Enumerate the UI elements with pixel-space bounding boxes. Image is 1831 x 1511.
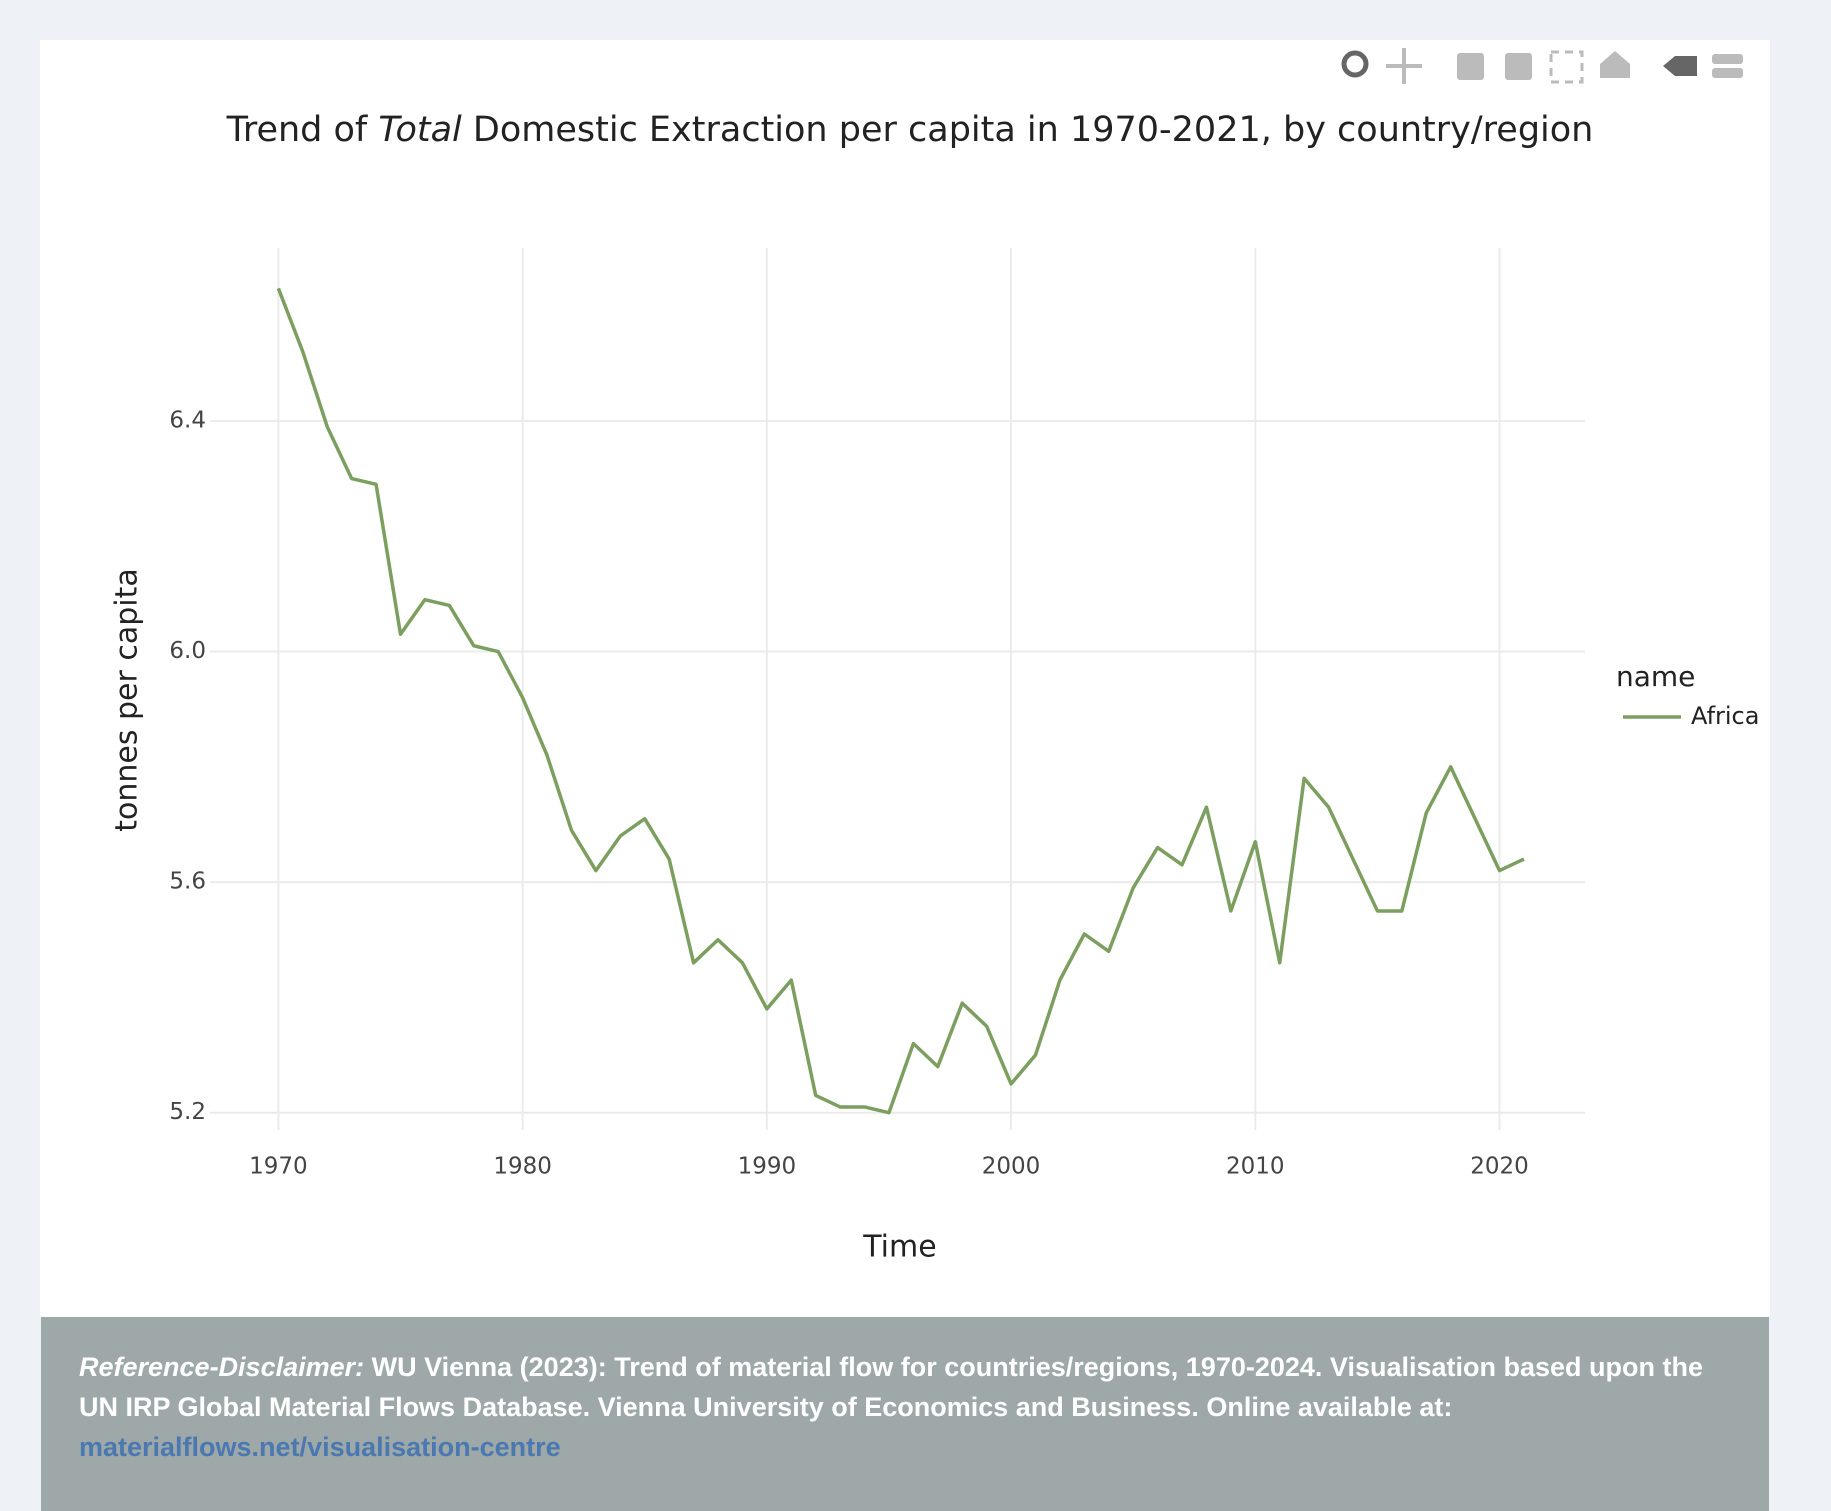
x-tick-label: 2010 — [1226, 1154, 1285, 1180]
y-axis-title: tonnes per capita — [110, 568, 145, 832]
zoom-in-button[interactable] — [1457, 53, 1484, 80]
autoscale-button[interactable] — [1549, 50, 1584, 84]
pan-button[interactable] — [1386, 48, 1422, 84]
footer-link[interactable]: materialflows.net/visualisation-centre — [79, 1432, 561, 1462]
footer: Reference-Disclaimer: WU Vienna (2023): … — [41, 1317, 1769, 1511]
y-tick-label: 6.0 — [169, 638, 206, 664]
legend-label: Africa — [1691, 702, 1759, 730]
title-part: Domestic Extraction per capita in 1970-2… — [462, 110, 1594, 150]
zoom-button[interactable] — [1341, 50, 1369, 78]
y-tick-label: 6.4 — [169, 407, 206, 433]
x-tick-label: 1990 — [738, 1154, 797, 1180]
x-tick-label: 2020 — [1470, 1154, 1529, 1180]
chart: Trend of Total Domestic Extraction per c… — [40, 40, 1770, 1317]
hover-button[interactable] — [1663, 56, 1697, 76]
toolbar — [1341, 48, 1743, 84]
compare-button[interactable] — [1712, 54, 1743, 64]
compare-button[interactable] — [1712, 68, 1743, 78]
x-tick-label: 1970 — [249, 1154, 308, 1180]
card — [40, 40, 1770, 1317]
chart-title: Trend of Total Domestic Extraction per c… — [226, 110, 1594, 150]
x-axis-title: Time — [862, 1230, 936, 1265]
reset-button[interactable] — [1600, 51, 1630, 78]
x-tick-label: 2000 — [982, 1154, 1041, 1180]
title-part: Total — [378, 110, 462, 150]
title-part: Trend of — [226, 110, 379, 150]
y-tick-label: 5.2 — [169, 1099, 206, 1125]
footer-label: Reference-Disclaimer: — [79, 1352, 365, 1382]
y-tick-label: 5.6 — [169, 869, 206, 895]
footer-text: WU Vienna (2023): Trend of material flow… — [79, 1352, 1703, 1422]
x-tick-label: 1980 — [493, 1154, 552, 1180]
zoom-out-button[interactable] — [1505, 53, 1532, 80]
data-line — [276, 287, 1525, 1115]
legend-title: name — [1616, 660, 1695, 693]
